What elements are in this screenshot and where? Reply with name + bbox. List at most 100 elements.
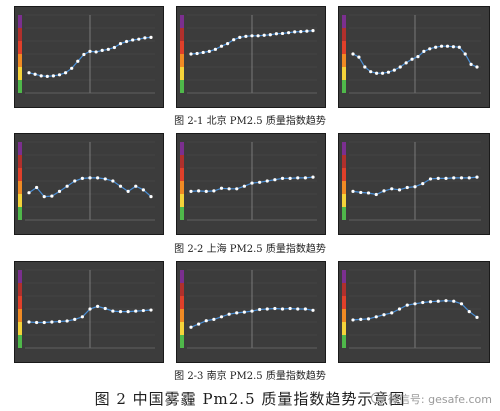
data-point (118, 184, 123, 188)
line-chart (342, 14, 481, 94)
data-point (73, 317, 77, 321)
data-point (250, 181, 254, 185)
data-point (219, 315, 224, 319)
data-point (421, 182, 425, 186)
data-point (288, 306, 292, 311)
data-point (351, 52, 355, 56)
data-point (57, 73, 62, 77)
data-point (27, 191, 31, 195)
data-point (242, 310, 246, 314)
data-point (475, 65, 479, 69)
data-point (303, 176, 307, 180)
data-point (189, 52, 193, 56)
data-point (363, 65, 367, 69)
chart-panel-nanjing-3 (338, 261, 490, 363)
data-point (88, 307, 92, 311)
data-point (219, 44, 224, 48)
data-point (80, 315, 84, 319)
data-point (311, 29, 315, 33)
line-chart (180, 269, 317, 349)
data-point (366, 317, 371, 321)
line-chart (18, 141, 155, 221)
figure-caption-2-2: 图 2-2 上海 PM2.5 质量指数趋势 (174, 244, 326, 255)
chart-panel-shanghai-3 (338, 133, 490, 235)
data-point (410, 57, 414, 61)
line-chart (342, 269, 481, 349)
data-point (141, 188, 145, 192)
data-point (382, 313, 386, 317)
aqi-scale-segment (342, 28, 346, 41)
data-point (475, 175, 479, 179)
data-point (439, 44, 444, 48)
aqi-scale-segment (18, 80, 22, 93)
line-chart (18, 14, 155, 94)
data-point (42, 195, 46, 199)
aqi-scale-segment (18, 181, 22, 194)
data-point (131, 38, 135, 42)
data-point (366, 191, 371, 195)
data-point (112, 45, 116, 50)
aqi-scale-segment (342, 283, 346, 296)
data-point (244, 34, 248, 38)
aqi-scale-segment (342, 309, 346, 322)
data-point (35, 185, 39, 190)
data-point (351, 189, 355, 193)
data-point (227, 312, 231, 316)
data-point (428, 47, 432, 51)
data-point (296, 307, 300, 311)
data-point (212, 317, 216, 321)
aqi-scale-segment (18, 335, 22, 348)
aqi-scale-segment (342, 67, 346, 80)
aqi-scale-segment (342, 54, 346, 67)
data-point (436, 176, 440, 180)
aqi-scale-segment (18, 309, 22, 322)
data-point (96, 176, 100, 180)
data-point (235, 187, 239, 191)
data-point (262, 33, 266, 37)
aqi-scale-segment (342, 270, 346, 283)
chart-panel-beijing-1 (14, 6, 164, 108)
data-point (204, 319, 208, 323)
data-point (111, 179, 115, 183)
data-point (274, 32, 278, 36)
data-point (273, 178, 277, 182)
data-point (357, 55, 361, 59)
data-point (149, 195, 153, 199)
data-point (256, 34, 260, 38)
data-point (226, 42, 230, 46)
data-point (397, 188, 402, 192)
data-point (421, 300, 425, 305)
data-point (137, 37, 141, 41)
chart-panel-nanjing-2 (176, 261, 326, 363)
data-point (467, 310, 471, 314)
data-point (444, 299, 448, 303)
data-point (451, 45, 455, 49)
aqi-scale-segment (180, 207, 184, 220)
data-point (242, 184, 246, 188)
aqi-scale-segment (342, 142, 346, 155)
data-point (197, 322, 201, 326)
chart-panel-beijing-3 (338, 6, 490, 108)
data-point (452, 299, 456, 303)
data-point (459, 176, 464, 180)
data-point (88, 176, 92, 180)
data-point (212, 189, 216, 193)
aqi-scale-segment (18, 54, 22, 67)
data-point (397, 307, 402, 311)
data-point (311, 308, 315, 312)
data-point (436, 299, 440, 303)
data-point (398, 65, 402, 69)
data-point (189, 325, 193, 329)
data-point (422, 49, 426, 54)
data-point (280, 307, 285, 311)
data-point (80, 176, 84, 180)
data-point (293, 30, 297, 34)
data-point (39, 74, 43, 78)
line-chart (180, 14, 317, 94)
data-point (35, 320, 39, 325)
data-point (386, 70, 391, 74)
aqi-scale-segment (180, 41, 184, 54)
aqi-scale-segment (18, 207, 22, 220)
aqi-scale-segment (342, 322, 346, 335)
aqi-scale-segment (18, 67, 22, 80)
